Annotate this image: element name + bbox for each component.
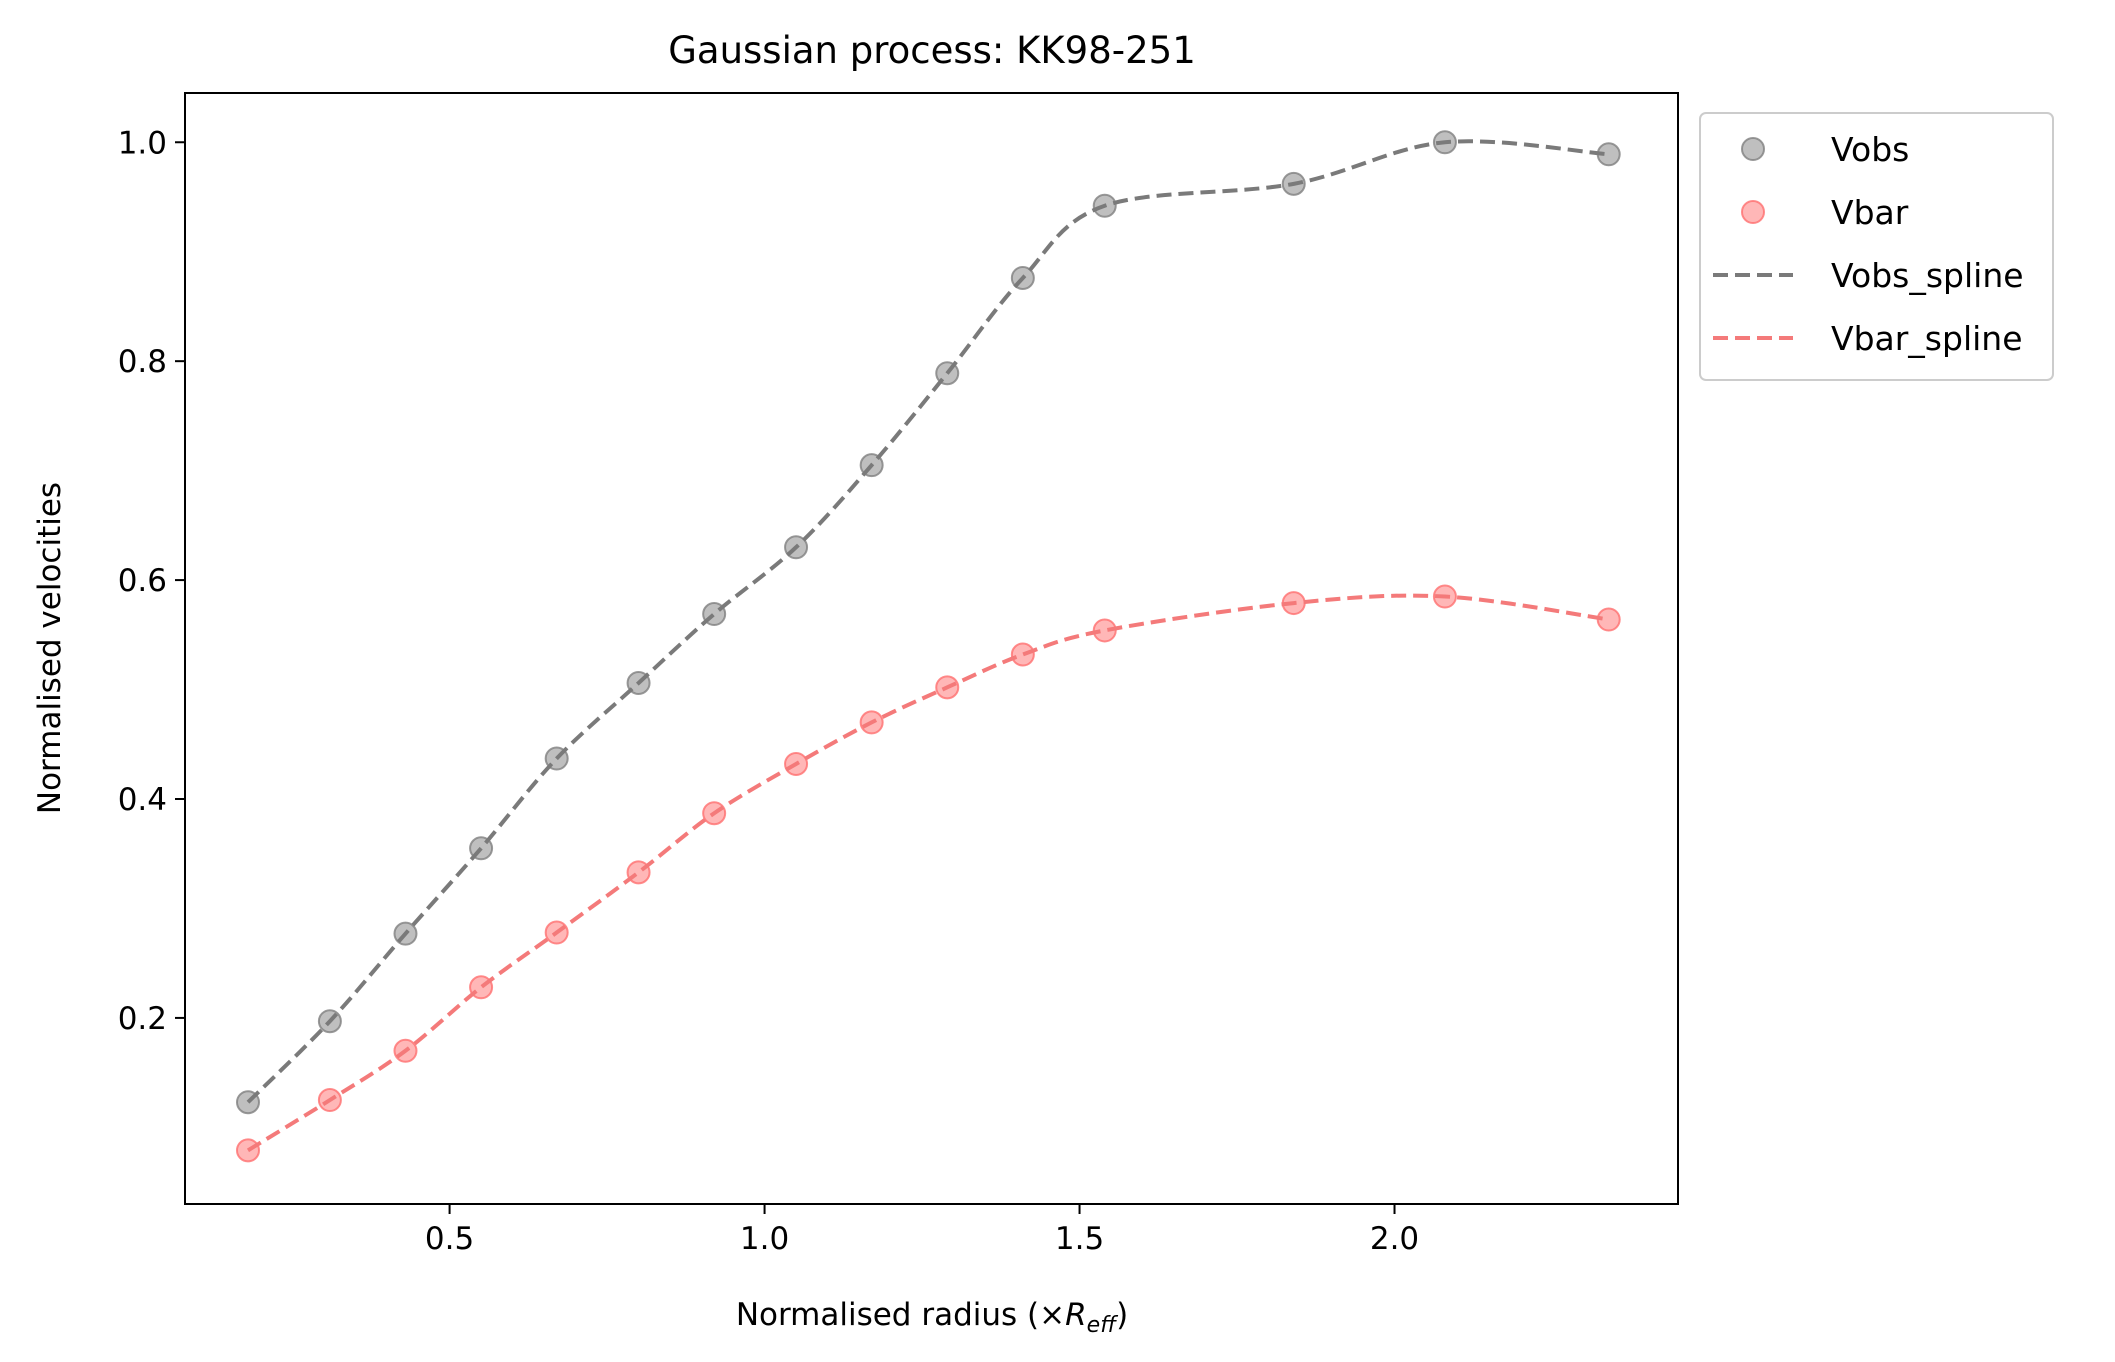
legend-label: Vbar_spline	[1831, 319, 2023, 358]
legend: Vobs Vbar Vobs_spline Vbar_spline	[1699, 112, 2054, 381]
plot-area	[235, 130, 1621, 1163]
series-vobs	[235, 130, 1621, 1115]
plot-frame	[184, 92, 1679, 1205]
legend-item: Vbar	[1741, 193, 1909, 232]
x-tick-label: 2.0	[1370, 1221, 1419, 1257]
legend-box	[1699, 112, 2054, 381]
legend-marker	[1741, 137, 1765, 161]
legend-marker	[1741, 200, 1765, 224]
y-axis: 0.2 0.4 0.6 0.8 1.0	[118, 125, 185, 1037]
x-axis-label: Normalised radius (×Reff)	[736, 1297, 1128, 1338]
legend-label: Vbar	[1831, 193, 1909, 232]
legend-label: Vobs_spline	[1831, 256, 2024, 295]
x-tick-label: 0.5	[425, 1221, 474, 1257]
y-axis-label: Normalised velocities	[32, 482, 68, 814]
series-vbar	[235, 584, 1621, 1163]
legend-item: Vobs_spline	[1713, 256, 2024, 295]
legend-item: Vbar_spline	[1713, 319, 2023, 358]
y-tick-label: 0.2	[118, 1001, 167, 1037]
chart-title: Gaussian process: KK98-251	[668, 29, 1196, 72]
y-tick-label: 0.4	[118, 782, 167, 818]
y-tick-label: 0.6	[118, 563, 167, 599]
legend-label: Vobs	[1831, 130, 1909, 169]
y-tick-label: 0.8	[118, 344, 167, 380]
x-tick-label: 1.0	[740, 1221, 789, 1257]
x-axis: 0.5 1.0 1.5 2.0	[425, 1204, 1419, 1257]
y-tick-label: 1.0	[118, 125, 167, 161]
point-vbar	[1010, 642, 1035, 667]
legend-item: Vobs	[1741, 130, 1909, 169]
line-vobs-spline	[246, 139, 1609, 1104]
line-vbar-spline	[246, 593, 1609, 1153]
x-tick-label: 1.5	[1055, 1221, 1104, 1257]
